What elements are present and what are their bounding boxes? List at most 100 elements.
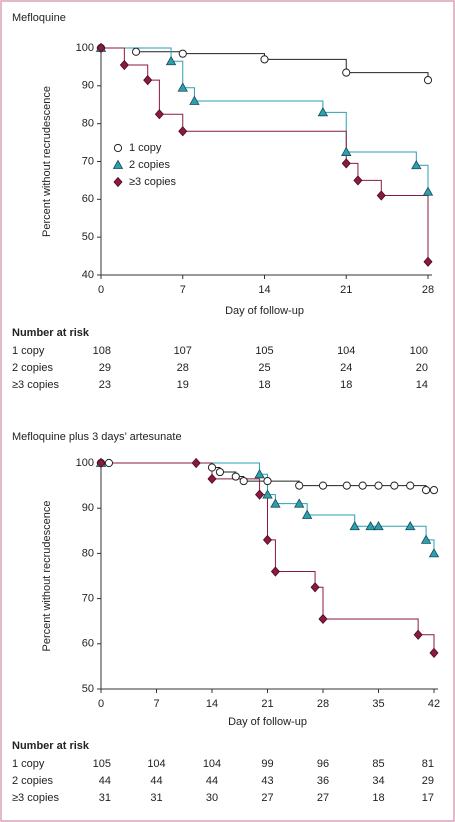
x-axis-label: Day of follow-up (225, 305, 304, 317)
risk-row-label: ≥3 copies (12, 792, 60, 804)
risk-value: 17 (422, 792, 434, 804)
marker (255, 489, 265, 500)
marker (405, 520, 416, 531)
y-tick-label: 100 (76, 42, 94, 54)
risk-value: 100 (410, 345, 428, 357)
risk-value: 29 (99, 362, 111, 374)
y-tick-label: 90 (82, 502, 94, 514)
legend-label: ≥3 copies (129, 176, 177, 188)
y-tick-label: 80 (82, 547, 94, 559)
marker (165, 55, 177, 66)
marker (189, 95, 200, 105)
y-tick-label: 60 (82, 638, 94, 650)
marker (422, 186, 434, 196)
risk-value: 18 (340, 379, 352, 391)
risk-table-title: Number at risk (12, 327, 90, 339)
marker (413, 629, 423, 640)
marker (207, 463, 217, 472)
legend-label: 1 copy (129, 142, 162, 154)
risk-value: 19 (177, 379, 189, 391)
marker (318, 481, 328, 490)
x-tick-label: 28 (317, 698, 329, 710)
marker (342, 68, 351, 77)
x-tick-label: 7 (153, 698, 159, 710)
survival-line (101, 47, 429, 81)
y-tick-label: 40 (82, 269, 94, 281)
risk-value: 105 (255, 345, 273, 357)
risk-value: 25 (258, 362, 270, 374)
y-tick-label: 90 (82, 80, 94, 92)
marker (191, 457, 201, 469)
risk-value: 108 (93, 345, 111, 357)
marker (104, 458, 114, 468)
chart-title: Mefloquine plus 3 days’ artesunate (12, 431, 182, 443)
marker (342, 481, 351, 490)
marker (154, 109, 164, 120)
risk-value: 105 (93, 758, 111, 770)
risk-value: 14 (416, 379, 428, 391)
risk-value: 34 (372, 775, 384, 787)
marker (429, 647, 439, 658)
risk-value: 96 (317, 758, 329, 770)
risk-table-title: Number at risk (12, 740, 90, 752)
x-tick-label: 21 (261, 698, 273, 710)
risk-value: 24 (340, 362, 352, 374)
x-axis-label: Day of follow-up (228, 716, 307, 728)
risk-value: 29 (422, 775, 434, 787)
marker (113, 143, 123, 153)
risk-value: 30 (206, 792, 218, 804)
risk-value: 85 (372, 758, 384, 770)
marker (143, 75, 153, 86)
marker (423, 256, 433, 267)
marker (177, 82, 188, 92)
risk-value: 107 (174, 345, 192, 357)
marker (215, 467, 225, 477)
marker (262, 489, 273, 499)
y-tick-label: 50 (82, 231, 94, 243)
risk-value: 18 (258, 379, 270, 391)
risk-value: 104 (147, 758, 165, 770)
marker (365, 520, 376, 531)
marker (423, 76, 433, 85)
risk-value: 23 (99, 379, 111, 391)
chart-title: Mefloquine (12, 12, 66, 24)
x-tick-label: 14 (206, 698, 218, 710)
risk-value: 27 (317, 792, 329, 804)
risk-value: 99 (261, 758, 273, 770)
marker (239, 476, 248, 486)
risk-value: 36 (317, 775, 329, 787)
y-tick-label: 100 (76, 457, 94, 469)
marker (112, 159, 124, 169)
marker (349, 520, 360, 531)
marker (119, 59, 129, 71)
risk-value: 31 (99, 792, 111, 804)
x-tick-label: 14 (258, 284, 270, 296)
risk-value: 20 (416, 362, 428, 374)
marker (231, 472, 240, 481)
y-tick-label: 60 (82, 193, 94, 205)
marker (411, 159, 422, 170)
marker (178, 126, 188, 137)
marker (353, 175, 363, 186)
risk-value: 104 (203, 758, 221, 770)
marker (373, 520, 384, 531)
risk-value: 31 (150, 792, 162, 804)
marker (131, 47, 141, 56)
risk-value: 44 (206, 775, 218, 787)
marker (301, 509, 313, 519)
risk-row-label: ≥3 copies (12, 379, 60, 391)
y-tick-label: 50 (82, 683, 94, 695)
marker (294, 498, 305, 508)
x-tick-label: 0 (98, 284, 104, 296)
marker (421, 486, 431, 495)
risk-value: 43 (261, 775, 273, 787)
marker (270, 498, 281, 508)
marker (420, 534, 432, 544)
risk-value: 81 (422, 758, 434, 770)
marker (263, 476, 272, 486)
marker (390, 481, 399, 490)
risk-value: 28 (177, 362, 189, 374)
marker (376, 190, 386, 201)
risk-row-label: 2 copies (12, 775, 53, 787)
